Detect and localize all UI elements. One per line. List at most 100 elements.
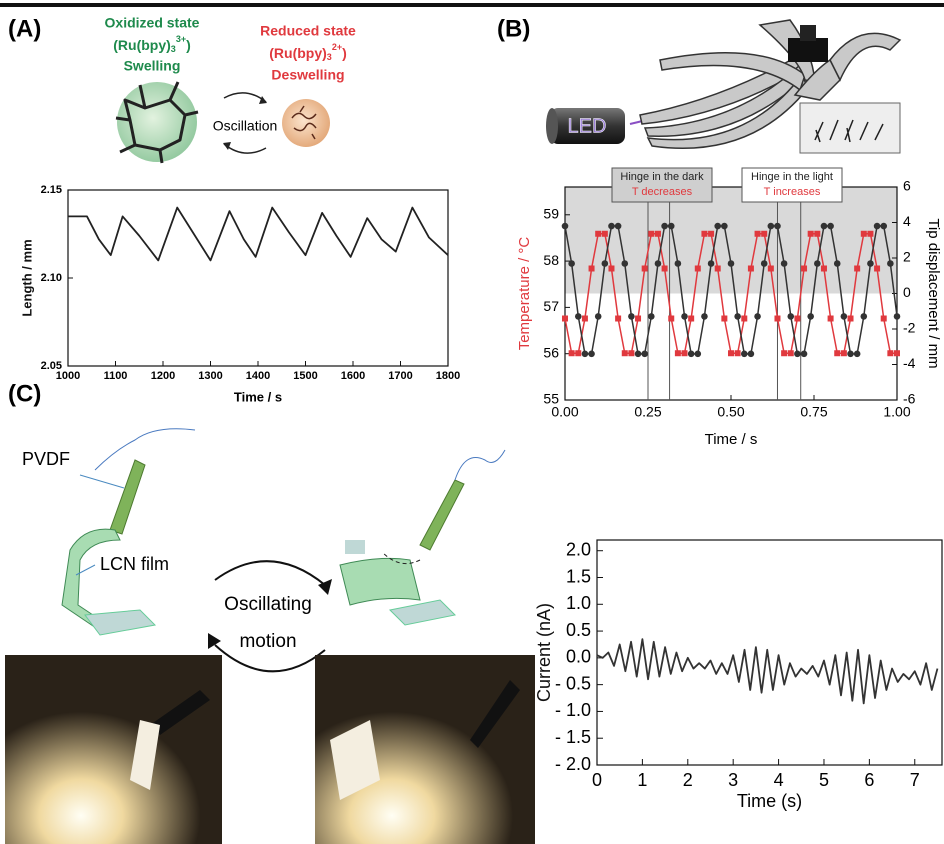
arrow-head — [208, 633, 221, 649]
data-point — [634, 350, 642, 358]
data-point — [661, 222, 668, 230]
led-body — [550, 108, 625, 144]
annotation-text: T increases — [764, 186, 821, 198]
data-point — [747, 350, 755, 358]
data-point — [608, 265, 615, 272]
data-point — [880, 222, 888, 230]
x-axis-label: Time (s) — [737, 791, 802, 811]
panel-label: (B) — [497, 15, 530, 42]
data-point — [827, 222, 834, 230]
x-tick-label: 0 — [592, 770, 602, 790]
data-point — [887, 350, 894, 357]
data-point — [794, 350, 801, 358]
data-point — [721, 222, 728, 230]
formula-part: (Ru(bpy) — [113, 37, 171, 53]
substrate — [388, 599, 457, 626]
data-point — [694, 350, 702, 358]
data-point — [628, 350, 635, 357]
wire — [454, 449, 506, 481]
y-tick-label: - 1.5 — [555, 727, 591, 747]
x-tick-label: 0.75 — [800, 403, 827, 419]
photo-detail — [150, 690, 210, 735]
data-point — [707, 260, 715, 267]
data-point — [667, 222, 675, 230]
data-point — [860, 313, 868, 320]
data-point — [648, 313, 655, 320]
data-point — [614, 222, 622, 230]
y-tick-label: 56 — [543, 344, 559, 360]
data-point — [741, 315, 748, 322]
annotation-text: Hinge in the dark — [620, 171, 704, 183]
data-point — [674, 260, 682, 267]
data-point — [641, 265, 648, 272]
data-point — [714, 265, 721, 272]
state-effect: Swelling — [124, 58, 181, 74]
y-tick-label: - 1.0 — [555, 700, 591, 720]
data-point — [880, 315, 887, 322]
y-tick-label: 2.15 — [41, 184, 62, 196]
x-tick-label: 2 — [683, 770, 693, 790]
led-end — [546, 108, 558, 144]
leader — [79, 474, 125, 489]
cycle-arrow — [214, 644, 326, 673]
data-point — [820, 265, 827, 272]
annotation-box — [611, 167, 713, 203]
data-point — [615, 315, 622, 322]
x-tick-label: 1800 — [436, 370, 460, 382]
x-tick-label: 6 — [864, 770, 874, 790]
data-point — [687, 350, 695, 358]
data-point — [767, 222, 775, 230]
data-point — [734, 350, 741, 357]
data-point — [727, 260, 735, 267]
pvdf-label: PVDF — [22, 449, 70, 469]
data-point — [840, 313, 848, 320]
lcn-film — [339, 557, 421, 606]
data-point — [595, 230, 602, 237]
oscillation-label: Oscillation — [213, 118, 278, 134]
data-point — [774, 222, 781, 230]
annotation-box — [741, 167, 843, 203]
data-point — [780, 260, 788, 267]
y-tick-label: 58 — [543, 252, 559, 268]
data-point — [575, 350, 582, 357]
x-tick-label: 1 — [637, 770, 647, 790]
data-point — [820, 222, 828, 230]
x-tick-label: 0.00 — [551, 403, 578, 419]
arrow-head — [318, 579, 332, 595]
motion-label: Oscillating — [224, 594, 312, 615]
data-point — [581, 315, 588, 322]
data-point — [721, 315, 728, 322]
data-point — [787, 350, 794, 357]
data-point — [847, 350, 854, 358]
x-tick-label: 5 — [819, 770, 829, 790]
x-tick-label: 1500 — [293, 370, 317, 382]
data-point — [787, 313, 795, 320]
formula-part: (Ru(bpy) — [269, 45, 327, 61]
data-point — [873, 222, 881, 230]
data-point — [840, 350, 847, 357]
data-point — [694, 265, 701, 272]
y-axis-label: Current (nA) — [534, 603, 554, 702]
data-point — [661, 265, 668, 272]
lcn-label: LCN film — [100, 554, 169, 574]
x-tick-label: 1.00 — [883, 403, 910, 419]
cycle-arrow — [223, 143, 267, 154]
pvdf-film — [109, 459, 146, 535]
polymer-network — [291, 105, 317, 140]
y-tick-label: 0.0 — [566, 647, 591, 667]
data-point — [701, 313, 708, 320]
x-tick-label: 7 — [910, 770, 920, 790]
data-point — [893, 313, 901, 320]
wire — [94, 428, 196, 471]
data-point — [853, 350, 861, 358]
state-title: Reduced state — [260, 23, 356, 39]
data-point — [635, 315, 642, 322]
data-point — [581, 350, 589, 358]
plot-frame — [596, 539, 943, 766]
data-point — [854, 265, 861, 272]
clamp — [800, 25, 816, 41]
formula-part: ) — [186, 37, 191, 53]
formula-part: ) — [342, 45, 347, 61]
data-point — [668, 315, 675, 322]
